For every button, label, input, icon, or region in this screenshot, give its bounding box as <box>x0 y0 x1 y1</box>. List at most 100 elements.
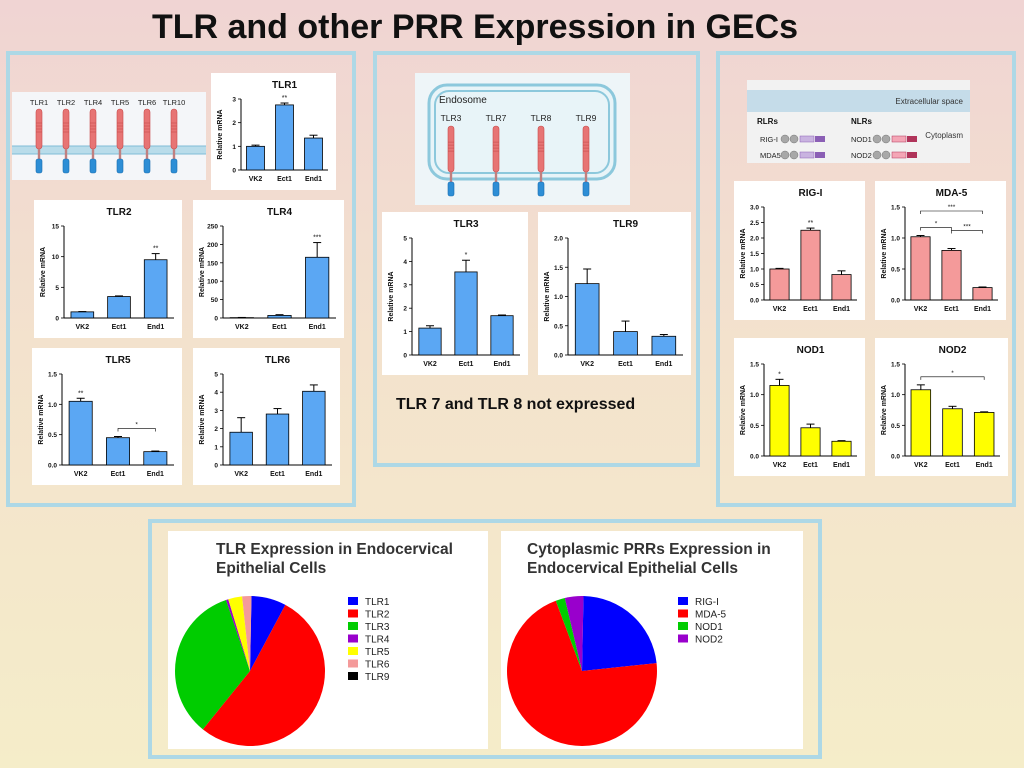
receptor-label: TLR6 <box>138 98 156 107</box>
bar-vk2 <box>70 311 95 319</box>
nlr-nod2-domain2 <box>907 152 917 158</box>
pie-title: Cytoplasmic PRRs Expression in Endocervic… <box>527 541 771 577</box>
x-tick-label: VK2 <box>234 471 248 478</box>
y-tick-label: 1 <box>214 444 218 451</box>
legend-swatch <box>348 634 358 643</box>
bar-ect1 <box>942 408 963 457</box>
bar-ect1 <box>454 271 478 356</box>
chart-title: TLR9 <box>613 219 638 230</box>
receptor-label: TLR10 <box>163 98 186 107</box>
chart-title: TLR6 <box>265 355 290 366</box>
chart-title: NOD2 <box>939 345 967 356</box>
receptor-tlr2-tm <box>64 149 68 159</box>
cyto-pie-chart: Cytoplasmic PRRs Expression in Endocervic… <box>501 531 803 749</box>
receptor-tlr7 <box>492 125 500 197</box>
x-tick-label: VK2 <box>249 176 263 183</box>
x-tick-label: Ect1 <box>944 306 959 313</box>
rlr-rig-i-domain1 <box>799 135 815 143</box>
chart-title: TLR2 <box>107 207 132 218</box>
pie-slice-tlr4 <box>226 599 250 671</box>
rlr-label: RIG-I <box>760 135 778 144</box>
significance-label: *** <box>313 235 321 242</box>
bar-end1 <box>831 274 852 301</box>
x-tick-label: VK2 <box>423 361 437 368</box>
y-tick-label: 10 <box>52 254 60 261</box>
y-tick-label: 0.5 <box>750 423 759 430</box>
y-axis-label: Relative mRNA <box>544 271 551 321</box>
significance-label: ** <box>153 246 159 253</box>
significance-label: *** <box>963 224 971 231</box>
legend-label: MDA-5 <box>695 610 727 621</box>
rigi-chart: RIG-I Relative mRNA 0.0 0.5 1.0 1.5 2.0 2.5 3.0 V… <box>734 181 865 320</box>
tlr6-chart: TLR6 Relative mRNA 0 1 2 3 4 5 VK2 Ect1 End1 <box>193 348 340 485</box>
slide-title: TLR and other PRR Expression in GECs <box>151 8 799 46</box>
legend-swatch <box>348 597 358 605</box>
x-tick-label: End1 <box>147 324 164 331</box>
endosome-diagram: Endosome TLR3 TLR7 TLR8 TLR9 <box>415 73 630 205</box>
tlr7-tlr8-note: TLR 7 and TLR 8 not expressed <box>396 396 636 413</box>
nod1-chart: NOD1 Relative mRNA 0.0 0.5 1.0 1.5 VK2 Ect1 End1… <box>734 338 865 476</box>
x-tick-label: End1 <box>305 471 322 478</box>
y-tick-label: 1.5 <box>554 265 563 272</box>
y-tick-label: 0.0 <box>891 298 900 305</box>
receptor-tlr2-tir-domain <box>62 158 70 174</box>
significance-label: * <box>935 221 938 228</box>
bar-ect1 <box>800 229 821 301</box>
bar-end1 <box>490 315 514 356</box>
bar-ect1 <box>275 104 294 171</box>
x-tick-label: Ect1 <box>277 176 292 183</box>
y-tick-label: 5 <box>55 285 59 292</box>
receptor-tlr10-tm <box>172 149 176 159</box>
pie-slice-tlr1 <box>250 596 286 671</box>
chart-title: RIG-I <box>799 188 823 199</box>
rlr-mda5-domain1 <box>799 151 815 159</box>
y-tick-label: 2.0 <box>750 236 759 243</box>
y-tick-label: 1.5 <box>891 205 900 212</box>
rlr-mda5-domain2 <box>815 152 825 158</box>
x-tick-label: VK2 <box>76 324 90 331</box>
receptor-tlr5 <box>116 108 124 174</box>
bar-ect1 <box>106 437 130 466</box>
significance-bracket <box>951 230 983 234</box>
rlr-label: MDA5 <box>760 151 781 160</box>
pie-title-line: Epithelial Cells <box>216 560 326 577</box>
y-tick-label: 3 <box>403 282 407 289</box>
nlr-nod1-card1 <box>872 134 882 144</box>
y-tick-label: 2 <box>214 426 218 433</box>
membrane-tlr-diagram: TLR1 TLR2 TLR4 TLR5 TLR6 TLR10 <box>12 92 206 180</box>
y-tick-label: 0.0 <box>891 454 900 461</box>
receptor-tlr3-tm <box>449 172 453 182</box>
nlr-nod2-card1 <box>872 150 882 160</box>
chart-title: TLR1 <box>272 80 297 91</box>
receptor-label: TLR9 <box>576 113 597 123</box>
bar-ect1 <box>800 427 821 457</box>
y-tick-label: 1 <box>403 329 407 336</box>
endosome-label: Endosome <box>439 95 487 106</box>
legend-swatch <box>678 634 688 643</box>
receptor-tlr3-tir-domain <box>447 181 455 197</box>
x-tick-label: Ect1 <box>272 324 287 331</box>
receptor-tlr7-ectodomain <box>492 125 500 173</box>
bar-end1 <box>972 287 993 301</box>
x-tick-label: End1 <box>833 306 850 313</box>
tlr9-chart: TLR9 Relative mRNA 0.0 0.5 1.0 1.5 2.0 VK2 Ect1 E… <box>538 212 691 375</box>
y-tick-label: 2.5 <box>750 220 759 227</box>
x-tick-label: Ect1 <box>618 361 633 368</box>
endosomal-tlr-panel <box>373 51 700 467</box>
receptor-tlr6-tm <box>145 149 149 159</box>
y-tick-label: 0 <box>214 316 218 323</box>
x-tick-label: VK2 <box>580 361 594 368</box>
y-tick-label: 0.5 <box>554 323 563 330</box>
y-tick-label: 0 <box>55 316 59 323</box>
bar-end1 <box>305 256 330 319</box>
legend-swatch <box>678 622 688 630</box>
pie-slice-nod2 <box>564 596 584 671</box>
pie-title-line: TLR Expression in Endocervical <box>216 541 453 558</box>
nlr-nod1-domain2 <box>907 136 917 142</box>
x-tick-label: VK2 <box>914 462 928 469</box>
bar-vk2 <box>246 145 265 171</box>
y-tick-label: 0.5 <box>750 282 759 289</box>
y-axis-label: Relative mRNA <box>388 271 395 321</box>
significance-label: ** <box>808 220 814 227</box>
receptor-label: TLR8 <box>531 113 552 123</box>
